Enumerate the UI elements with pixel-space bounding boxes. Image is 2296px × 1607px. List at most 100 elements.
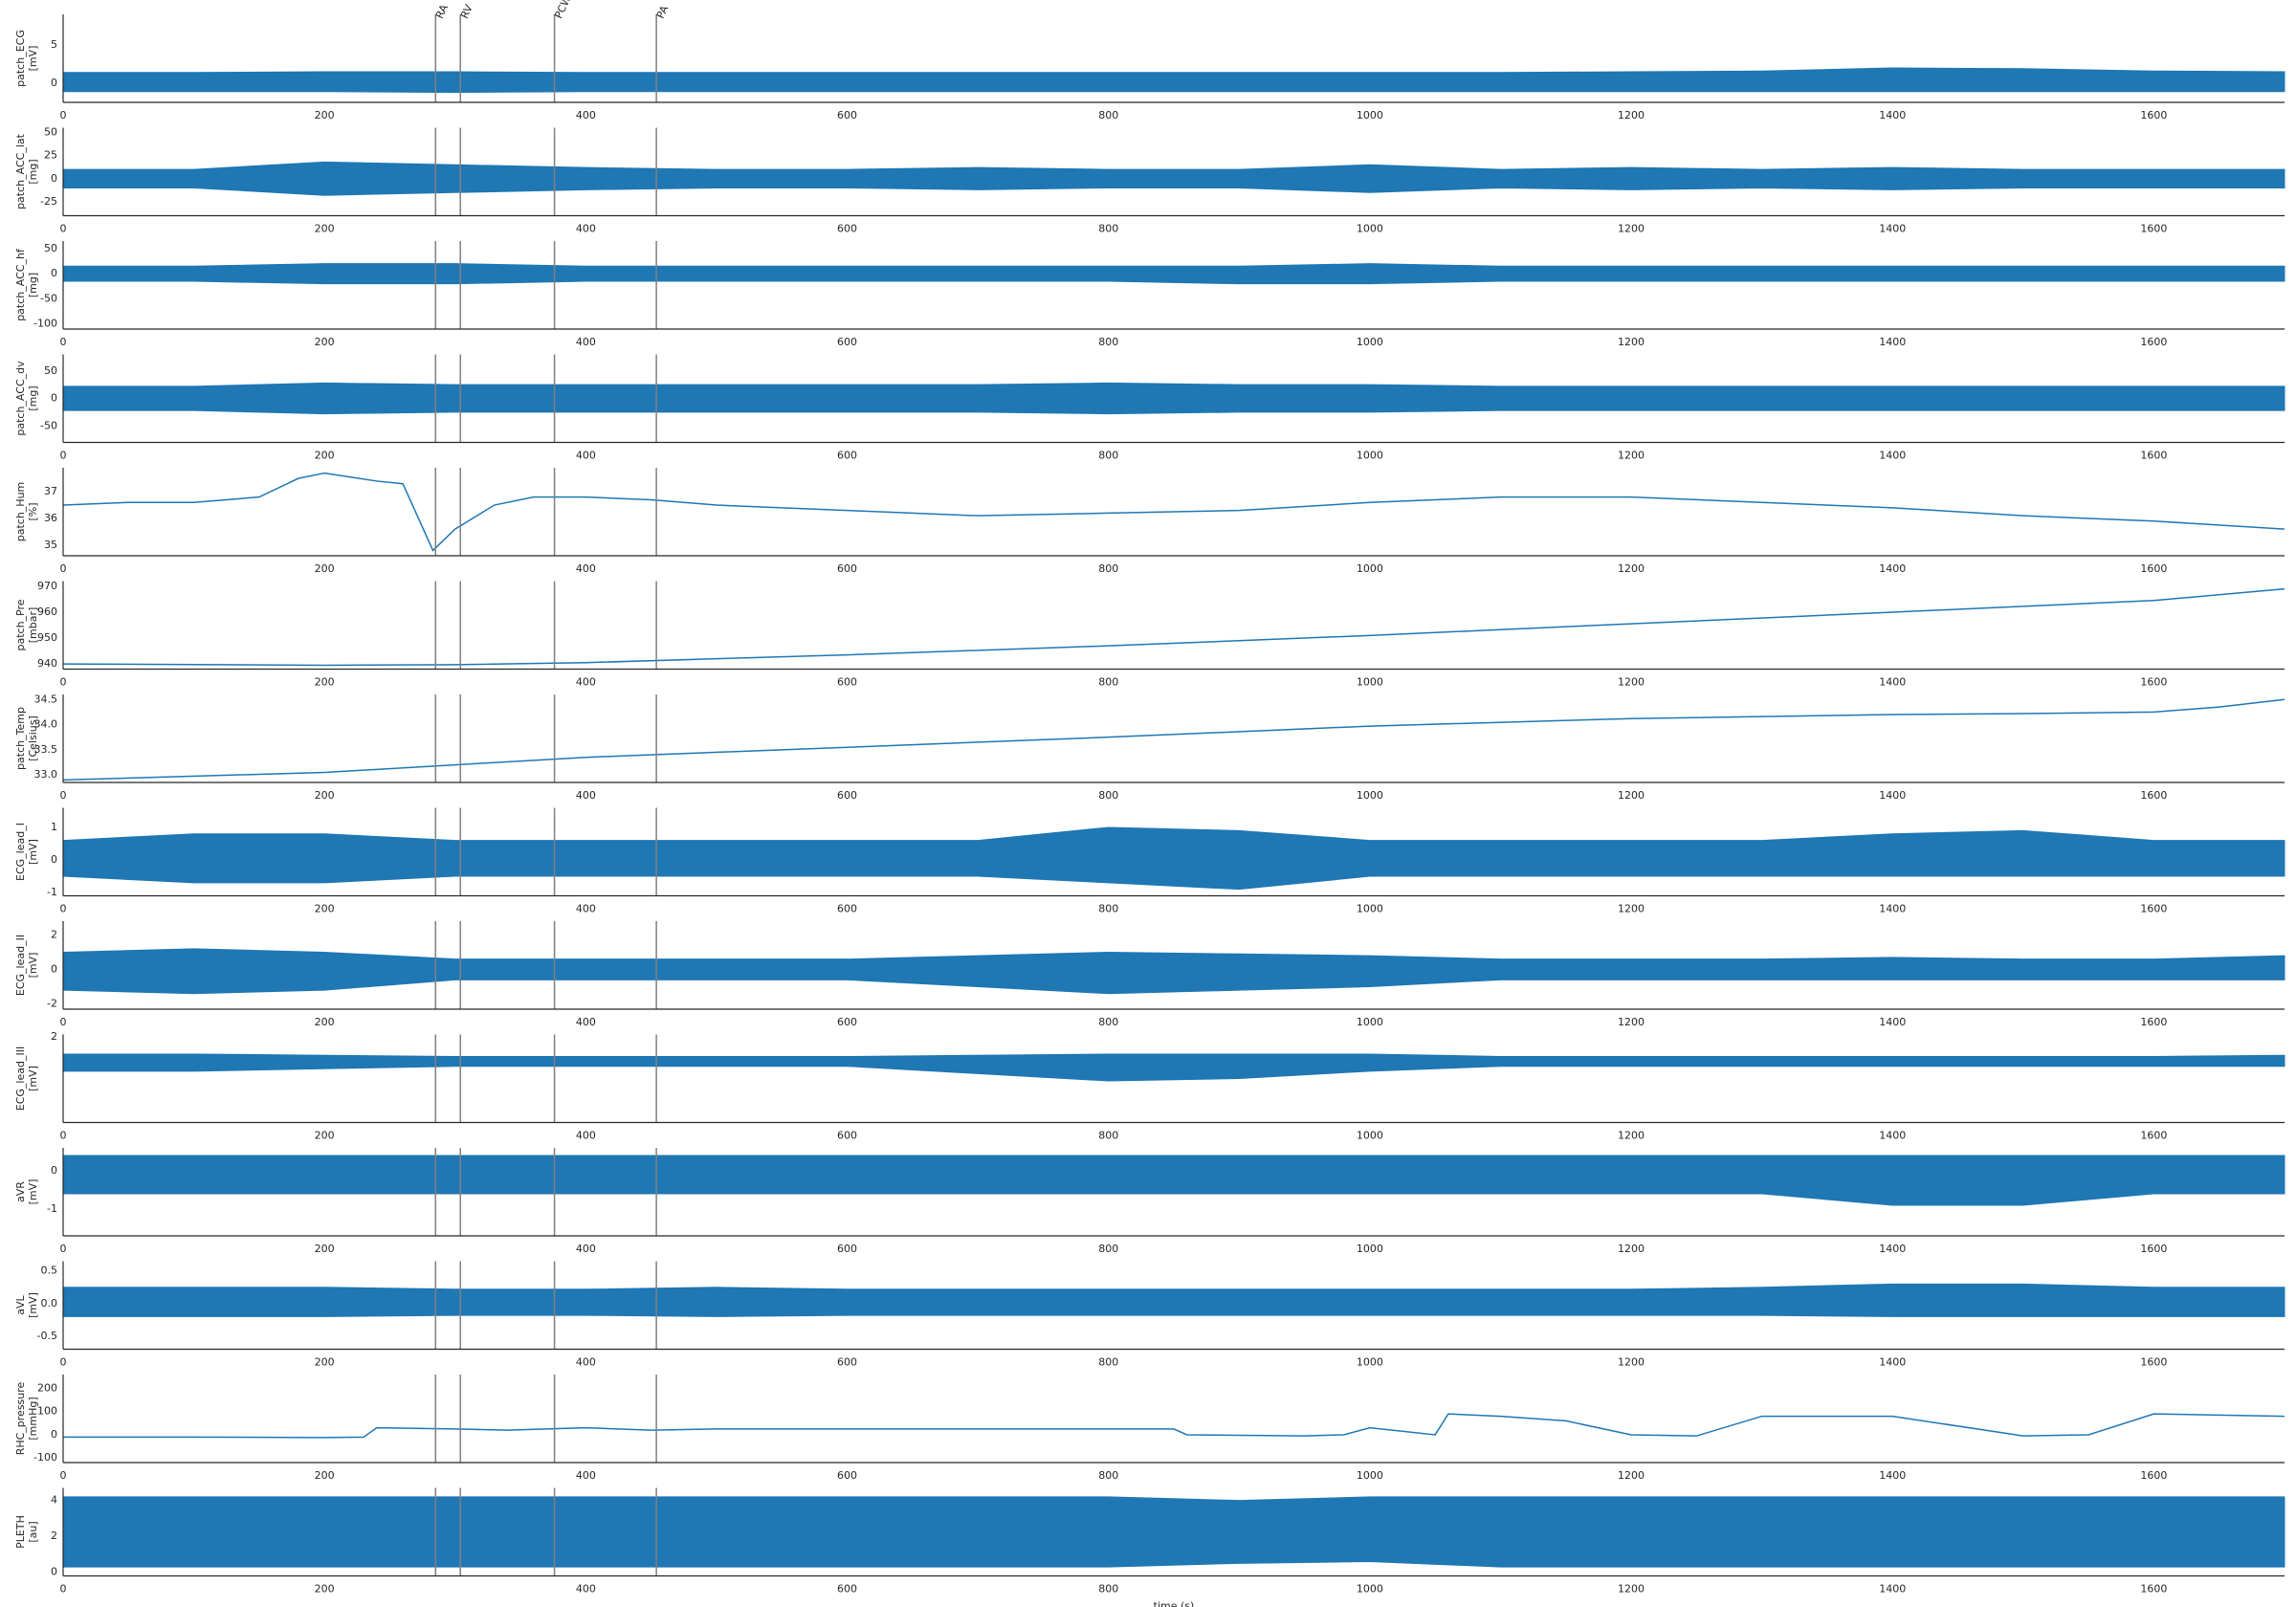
x-tick-label: 1600	[2140, 903, 2167, 915]
x-tick-label: 1600	[2140, 1356, 2167, 1369]
x-tick-label: 800	[1098, 562, 1118, 575]
x-tick-label: 1400	[1879, 1356, 1906, 1369]
y-tick-label: -0.5	[37, 1330, 57, 1342]
y-tick-label: -1	[47, 1202, 57, 1215]
x-tick-label: 400	[576, 1469, 596, 1482]
y-tick-label: 25	[44, 149, 57, 162]
x-tick-label: 0	[60, 1583, 67, 1596]
x-tick-label: 1000	[1357, 903, 1383, 915]
x-tick-label: 0	[60, 562, 67, 575]
y-tick-label: 2	[51, 1530, 57, 1542]
y-tick-label: 0	[51, 1566, 57, 1578]
x-tick-label: 1200	[1618, 1130, 1645, 1142]
x-tick-label: 1400	[1879, 562, 1906, 575]
x-tick-label: 1600	[2140, 1469, 2167, 1482]
x-tick-label: 1200	[1618, 1356, 1645, 1369]
y-axis-label: [mg]	[27, 159, 39, 184]
x-tick-label: 0	[60, 903, 67, 915]
x-tick-label: 400	[576, 450, 596, 462]
x-tick-label: 1000	[1357, 109, 1383, 121]
y-tick-label: -50	[40, 419, 57, 431]
x-tick-label: 800	[1098, 450, 1118, 462]
y-axis-label: [Celsius]	[27, 715, 39, 761]
x-tick-label: 600	[837, 1016, 857, 1028]
x-tick-label: 1200	[1618, 109, 1645, 121]
signal-line	[62, 698, 2285, 781]
y-tick-label: 1	[51, 821, 57, 833]
x-tick-label: 1000	[1357, 336, 1383, 348]
x-tick-label: 1600	[2140, 789, 2167, 802]
x-tick-label: 1200	[1618, 789, 1645, 802]
y-tick-label: 0.0	[41, 1297, 58, 1310]
y-tick-label: 0	[51, 1428, 57, 1441]
y-tick-label: 950	[37, 631, 57, 644]
y-axis-label: ECG_lead_I	[14, 823, 27, 881]
y-tick-label: -50	[40, 292, 57, 304]
y-tick-label: -25	[40, 195, 57, 208]
x-tick-label: 1200	[1618, 1243, 1645, 1255]
signal-band	[62, 382, 2285, 415]
y-tick-label: 4	[51, 1494, 57, 1507]
x-tick-label: 1400	[1879, 1583, 1906, 1596]
x-tick-label: 1400	[1879, 450, 1906, 462]
y-tick-label: 200	[37, 1382, 57, 1395]
y-axis-label: aVL	[14, 1294, 27, 1314]
y-axis-label: [mg]	[27, 273, 39, 297]
x-tick-label: 600	[837, 676, 857, 689]
y-tick-label: 0.5	[41, 1265, 58, 1277]
x-tick-label: 0	[60, 109, 67, 121]
x-tick-label: 800	[1098, 109, 1118, 121]
x-tick-label: 1000	[1357, 1243, 1383, 1255]
y-axis-label: [mV]	[27, 1066, 39, 1091]
x-tick-label: 1400	[1879, 1469, 1906, 1482]
x-tick-label: 400	[576, 676, 596, 689]
x-tick-label: 800	[1098, 1469, 1118, 1482]
x-tick-label: 1600	[2140, 336, 2167, 348]
y-tick-label: 960	[37, 605, 57, 618]
x-tick-label: 400	[576, 789, 596, 802]
y-tick-label: 2	[51, 928, 57, 940]
y-tick-label: 34.0	[34, 718, 58, 731]
y-tick-label: 0	[51, 392, 57, 405]
x-tick-label: 200	[315, 903, 335, 915]
y-tick-label: 0	[51, 77, 57, 89]
x-tick-label: 200	[315, 1356, 335, 1369]
y-axis-label: [mV]	[27, 1179, 39, 1205]
x-tick-label: 1200	[1618, 676, 1645, 689]
x-tick-label: 600	[837, 789, 857, 802]
y-axis-label: patch_ECG	[14, 30, 27, 87]
x-tick-label: 1400	[1879, 676, 1906, 689]
y-tick-label: 37	[44, 485, 57, 497]
x-tick-label: 0	[60, 676, 67, 689]
x-tick-label: 0	[60, 223, 67, 235]
x-tick-label: 600	[837, 1130, 857, 1142]
x-tick-label: 0	[60, 1469, 67, 1482]
signal-band	[62, 67, 2285, 94]
signal-band	[62, 1155, 2285, 1206]
y-tick-label: 36	[44, 512, 57, 524]
x-tick-label: 200	[315, 1130, 335, 1142]
x-tick-label: 200	[315, 450, 335, 462]
y-tick-label: 0	[51, 963, 57, 976]
x-tick-label: 1600	[2140, 1583, 2167, 1596]
y-tick-label: 50	[44, 125, 57, 138]
x-tick-label: 200	[315, 1243, 335, 1255]
y-tick-label: -1	[47, 886, 57, 898]
y-tick-label: -100	[33, 1451, 57, 1464]
signal-band	[62, 1283, 2285, 1317]
x-tick-label: 400	[576, 336, 596, 348]
x-tick-label: 1400	[1879, 109, 1906, 121]
x-tick-label: 1600	[2140, 1243, 2167, 1255]
x-tick-label: 400	[576, 1356, 596, 1369]
x-tick-label: 800	[1098, 1583, 1118, 1596]
x-tick-label: 800	[1098, 676, 1118, 689]
x-tick-label: 1200	[1618, 336, 1645, 348]
x-tick-label: 200	[315, 336, 335, 348]
x-tick-label: 1000	[1357, 223, 1383, 235]
x-tick-label: 400	[576, 109, 596, 121]
x-tick-label: 400	[576, 223, 596, 235]
y-axis-label: patch_Hum	[14, 482, 27, 542]
x-tick-label: 200	[315, 223, 335, 235]
x-tick-label: 800	[1098, 789, 1118, 802]
x-tick-label: 1000	[1357, 1356, 1383, 1369]
